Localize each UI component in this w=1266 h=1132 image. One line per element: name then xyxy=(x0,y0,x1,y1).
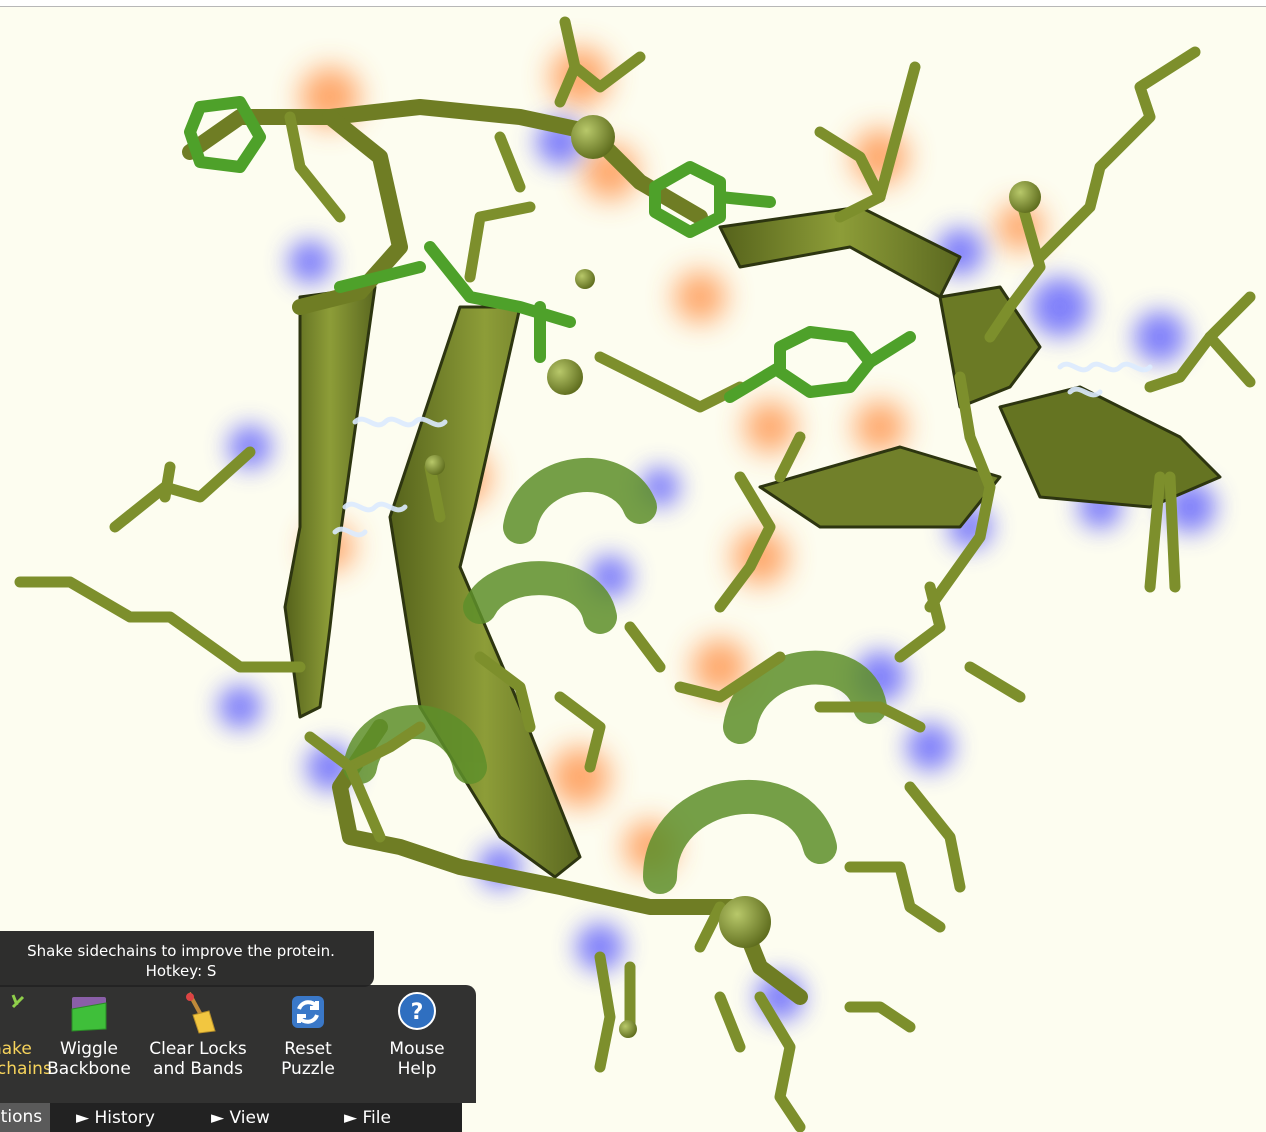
window-top-border xyxy=(0,0,1266,7)
shake-sidechains-button[interactable]: Shake Sidechains xyxy=(0,991,56,1079)
actions-toolbar: Shake Sidechains Wiggle Backbone Clear L… xyxy=(0,985,476,1103)
helix-loops xyxy=(343,458,887,894)
tab-view[interactable]: ► View xyxy=(211,1108,270,1128)
wiggle-icon xyxy=(66,991,112,1035)
tab-file[interactable]: ► File xyxy=(344,1108,391,1128)
hydrophilic-glow-group xyxy=(218,118,1216,1021)
mouse-help-button[interactable]: ? Mouse Help xyxy=(367,991,467,1079)
tooltip-hotkey: Hotkey: S xyxy=(145,962,217,980)
tooltip-text: Shake sidechains to improve the protein. xyxy=(27,942,335,960)
tool-tooltip: Shake sidechains to improve the protein.… xyxy=(0,931,374,987)
protein-viewport[interactable] xyxy=(0,7,1266,1132)
shake-icon xyxy=(0,991,29,1035)
tab-actions[interactable]: Actions xyxy=(0,1103,51,1132)
reset-puzzle-button[interactable]: Reset Puzzle xyxy=(258,991,358,1079)
wiggle-backbone-button[interactable]: Wiggle Backbone xyxy=(39,991,139,1079)
broom-icon xyxy=(175,991,221,1035)
tab-history[interactable]: ► History xyxy=(76,1108,155,1128)
hydrogen-bond-group xyxy=(332,361,1153,538)
bottom-tab-bar: Actions ► History ► View ► File xyxy=(0,1103,462,1132)
reset-icon xyxy=(285,991,331,1035)
clear-locks-button[interactable]: Clear Locks and Bands xyxy=(148,991,248,1079)
atom-nodes xyxy=(425,115,1041,1038)
help-icon: ? xyxy=(394,991,440,1035)
svg-text:?: ? xyxy=(411,1000,424,1025)
highlighted-sidechains xyxy=(184,96,916,403)
sidechain-group xyxy=(14,16,1256,1132)
